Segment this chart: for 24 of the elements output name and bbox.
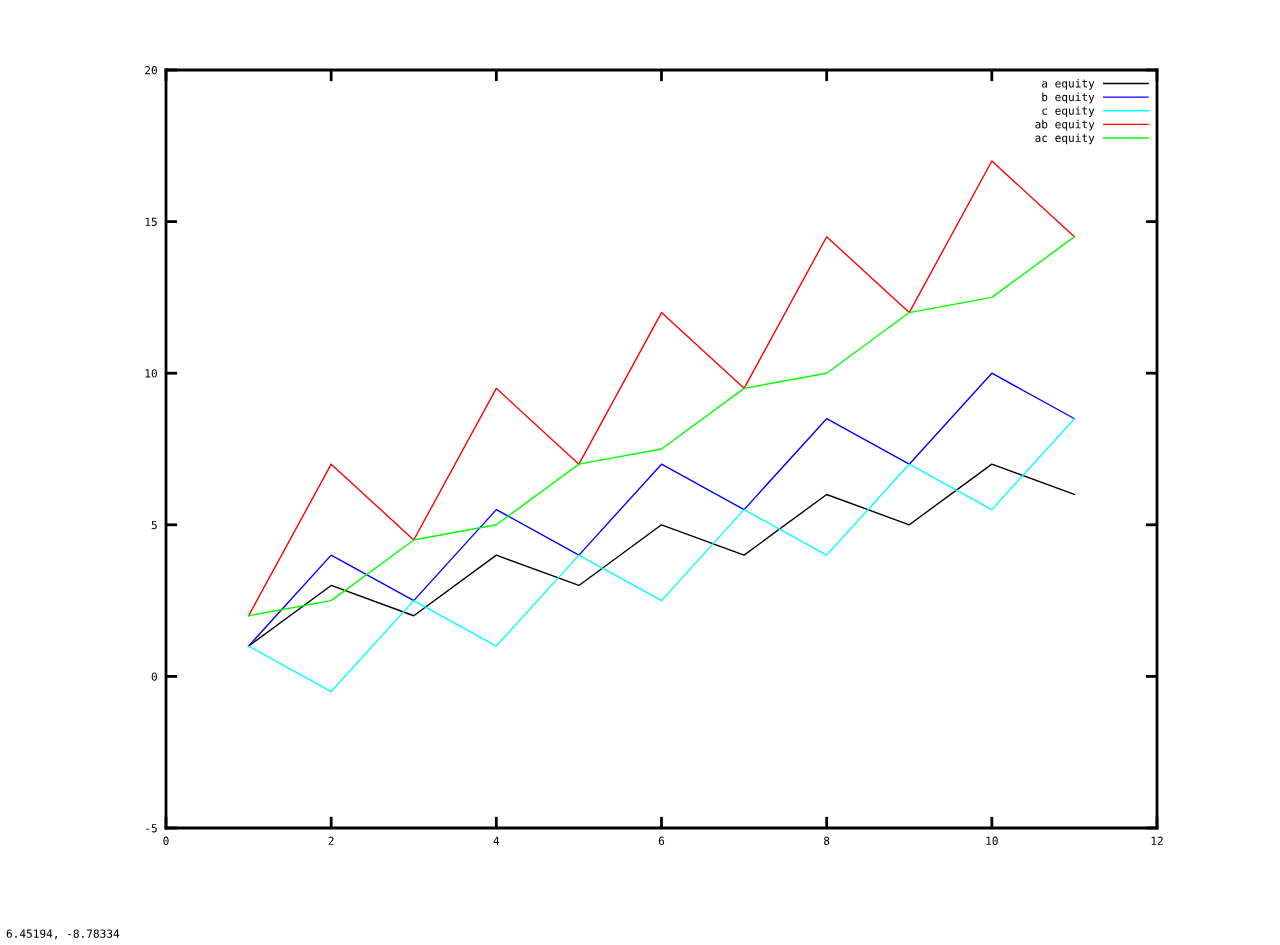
line-series [247,372,1076,647]
line-series [247,463,1076,647]
y-tick-label: 20 [145,66,157,75]
line-series [247,236,1076,617]
y-tick-label: 10 [145,369,157,378]
x-tick-label: 2 [328,836,334,845]
y-tick-label: 5 [151,520,157,530]
x-tick-label: 4 [493,836,500,845]
line-series [247,417,1076,693]
legend-label: ac equity [1035,133,1095,145]
y-tick-label: 0 [151,672,157,681]
y-tick-label: -5 [146,824,157,833]
x-tick-label: 12 [1151,836,1163,845]
y-tick-label: 15 [145,217,157,227]
x-tick-label: 8 [824,836,830,845]
legend-label: ab equity [1035,119,1095,131]
line-series [247,160,1076,617]
legend-label: a equity [1041,78,1095,90]
legend-label: b equity [1042,92,1095,104]
x-tick-label: 10 [986,836,998,845]
legend-label: c equity [1042,106,1095,117]
text: 6.45194, -8.78334 [6,929,120,940]
x-tick-label: 6 [658,836,665,845]
x-tick-label: 0 [163,836,169,845]
